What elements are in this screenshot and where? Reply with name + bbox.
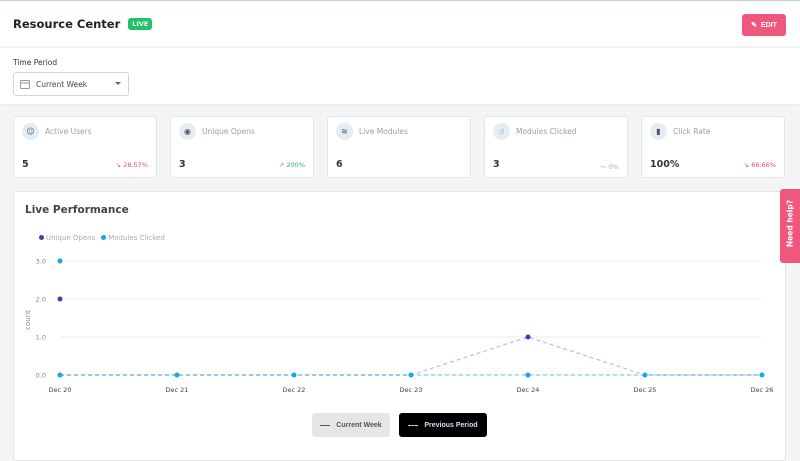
stat-value: 6	[336, 159, 343, 170]
time-period-select[interactable]: Current Week	[13, 72, 129, 96]
time-period-value: Current Week	[36, 79, 88, 89]
stat-label: Unique Opens	[202, 127, 255, 136]
trend-down-icon: ↘	[115, 161, 122, 169]
calendar-icon	[20, 80, 30, 89]
page-title: Resource Center	[13, 17, 121, 31]
filters-bar: Time Period Current Week	[0, 48, 800, 104]
data-point	[525, 334, 531, 340]
stat-card: ≋ Live Modules 6	[327, 116, 471, 178]
stat-label: Active Users	[45, 127, 92, 136]
edit-button[interactable]: ✎ EDIT	[742, 14, 786, 36]
data-point	[525, 372, 531, 378]
x-tick-label: Dec 24	[517, 386, 540, 394]
layers-icon: ≋	[336, 123, 353, 140]
legend-modules-clicked[interactable]: Modules Clicked	[101, 234, 165, 242]
stat-change: ↘ 66.66%	[743, 161, 776, 169]
data-point	[57, 372, 63, 378]
legend-unique-opens[interactable]: Unique Opens	[39, 234, 95, 242]
stat-change: 〜 0%	[600, 163, 619, 171]
stat-label: Modules Clicked	[516, 127, 577, 136]
chevron-down-icon	[115, 82, 121, 85]
title-row: Resource Center LIVE	[13, 17, 153, 31]
time-period-label: Time Period	[13, 58, 58, 67]
line-chart: 0.0 1.0 2.0 3.0 count Dec 20 Dec 21 Dec 22 Dec 2…	[24, 258, 774, 395]
live-badge: LIVE	[128, 18, 153, 30]
edit-label: EDIT	[760, 21, 777, 29]
previous-period-toggle[interactable]: Previous Period	[399, 413, 487, 437]
need-help-tab[interactable]: Need help?	[780, 189, 800, 263]
data-point	[57, 258, 63, 264]
data-point	[759, 372, 765, 378]
y-tick-label: 0.0	[36, 372, 46, 380]
current-week-toggle[interactable]: Current Week	[312, 413, 390, 437]
bar-chart-icon: ▮	[650, 123, 667, 140]
y-tick-label: 3.0	[36, 258, 46, 266]
top-border	[0, 0, 800, 1]
stat-change: ↗ 200%	[278, 161, 305, 169]
x-tick-label: Dec 23	[400, 386, 423, 394]
stat-card: ▮ Click Rate 100% ↘ 66.66%	[641, 116, 785, 178]
y-tick-label: 1.0	[36, 334, 46, 342]
stat-value: 5	[22, 159, 29, 170]
stat-card: ◉ Unique Opens 3 ↗ 200%	[170, 116, 314, 178]
users-icon: ☺	[22, 123, 39, 140]
stat-label: Live Modules	[359, 127, 408, 136]
stat-change: ↘ 28.57%	[115, 161, 148, 169]
data-point	[57, 296, 63, 302]
chart-legend: Unique Opens Modules Clicked	[39, 234, 165, 242]
x-tick-label: Dec 26	[751, 386, 774, 394]
trend-flat-icon: 〜	[600, 163, 607, 171]
stat-value: 3	[179, 159, 186, 170]
x-tick-label: Dec 20	[49, 386, 72, 394]
stat-value: 100%	[650, 159, 680, 170]
x-tick-label: Dec 25	[634, 386, 657, 394]
trend-up-icon: ↗	[278, 161, 285, 169]
series-line	[60, 336, 762, 376]
stat-label: Click Rate	[673, 127, 711, 136]
stat-card: ☝ Modules Clicked 3 〜 0%	[484, 116, 628, 178]
x-tick-label: Dec 22	[283, 386, 306, 394]
pointer-icon: ☝	[493, 123, 510, 140]
data-point	[642, 372, 648, 378]
data-point	[174, 372, 180, 378]
eye-icon: ◉	[179, 123, 196, 140]
pencil-icon: ✎	[751, 22, 757, 29]
data-point	[408, 372, 414, 378]
data-point	[291, 372, 297, 378]
y-axis-label: count	[24, 310, 32, 330]
stat-card: ☺ Active Users 5 ↘ 28.57%	[13, 116, 157, 178]
page-header: Resource Center LIVE ✎ EDIT	[0, 1, 800, 47]
stat-value: 3	[493, 159, 500, 170]
x-tick-label: Dec 21	[166, 386, 189, 394]
chart-title: Live Performance	[25, 204, 129, 216]
y-tick-label: 2.0	[36, 296, 46, 304]
trend-down-icon: ↘	[743, 161, 750, 169]
